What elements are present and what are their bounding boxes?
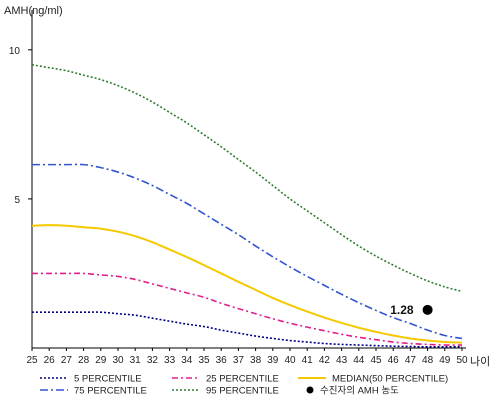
x-tick-label: 31 [130,355,142,366]
x-tick-label: 38 [250,355,262,366]
x-tick-label: 36 [216,355,228,366]
patient-amh-value-label: 1.28 [390,303,414,317]
x-tick-label: 49 [439,355,451,366]
legend-label: 25 PERCENTILE [206,374,279,385]
series-line-25-percentile [32,272,463,346]
x-tick-label: 50 [456,355,468,366]
x-tick-label: 42 [319,355,331,366]
legend-label: MEDIAN(50 PERCENTILE) [332,374,448,385]
legend: 5 PERCENTILE 25 PERCENTILE MEDIAN(50 PERCE… [40,374,448,397]
series-line-5-percentile [31,311,462,348]
series-lines [31,63,463,348]
legend-label: 5 PERCENTILE [74,374,142,385]
x-tick-label: 37 [233,355,245,366]
patient-amh-point [422,304,433,315]
y-tick-label: 5 [14,195,20,206]
x-tick-label: 45 [370,355,382,366]
series-line-median-50-percentile [31,224,463,344]
x-tick-label: 35 [198,355,210,366]
x-tick-label: 39 [267,355,279,366]
legend-label: 75 PERCENTILE [74,386,147,397]
x-tick-label: 33 [164,355,176,366]
x-tick-label: 34 [181,355,193,366]
x-axis-title: 나이 [470,355,490,368]
x-tick-label: 27 [61,355,73,366]
legend-marker-swatch [306,386,314,394]
series-line-75-percentile [32,163,463,340]
x-tick-label: 40 [284,355,296,366]
x-tick-label: 43 [336,355,348,366]
x-tick-label: 47 [405,355,417,366]
x-tick-label: 44 [353,355,365,366]
x-tick-label: 26 [44,355,56,366]
x-tick-label: 29 [95,355,107,366]
x-tick-label: 25 [26,355,38,366]
legend-marker-label: 수진자의 AMH 농도 [320,386,399,397]
x-tick-label: 28 [78,355,90,366]
series-line-95-percentile [31,63,463,293]
x-tick-label: 32 [147,355,159,366]
x-tick-label: 48 [422,355,434,366]
x-tick-label: 41 [302,355,314,366]
y-axis-title: AMH(ng/ml) [4,5,63,17]
legend-label: 95 PERCENTILE [206,386,279,397]
y-tick-label: 10 [9,46,21,57]
axes: AMH(ng/ml) 나이 5 10 25 26 27 28 29 30 31 32 33 34 35 36 3… [4,5,490,368]
patient-marker-layer: 1.28 [390,303,433,317]
x-tick-label: 46 [388,355,400,366]
x-tick-label: 30 [112,355,124,366]
